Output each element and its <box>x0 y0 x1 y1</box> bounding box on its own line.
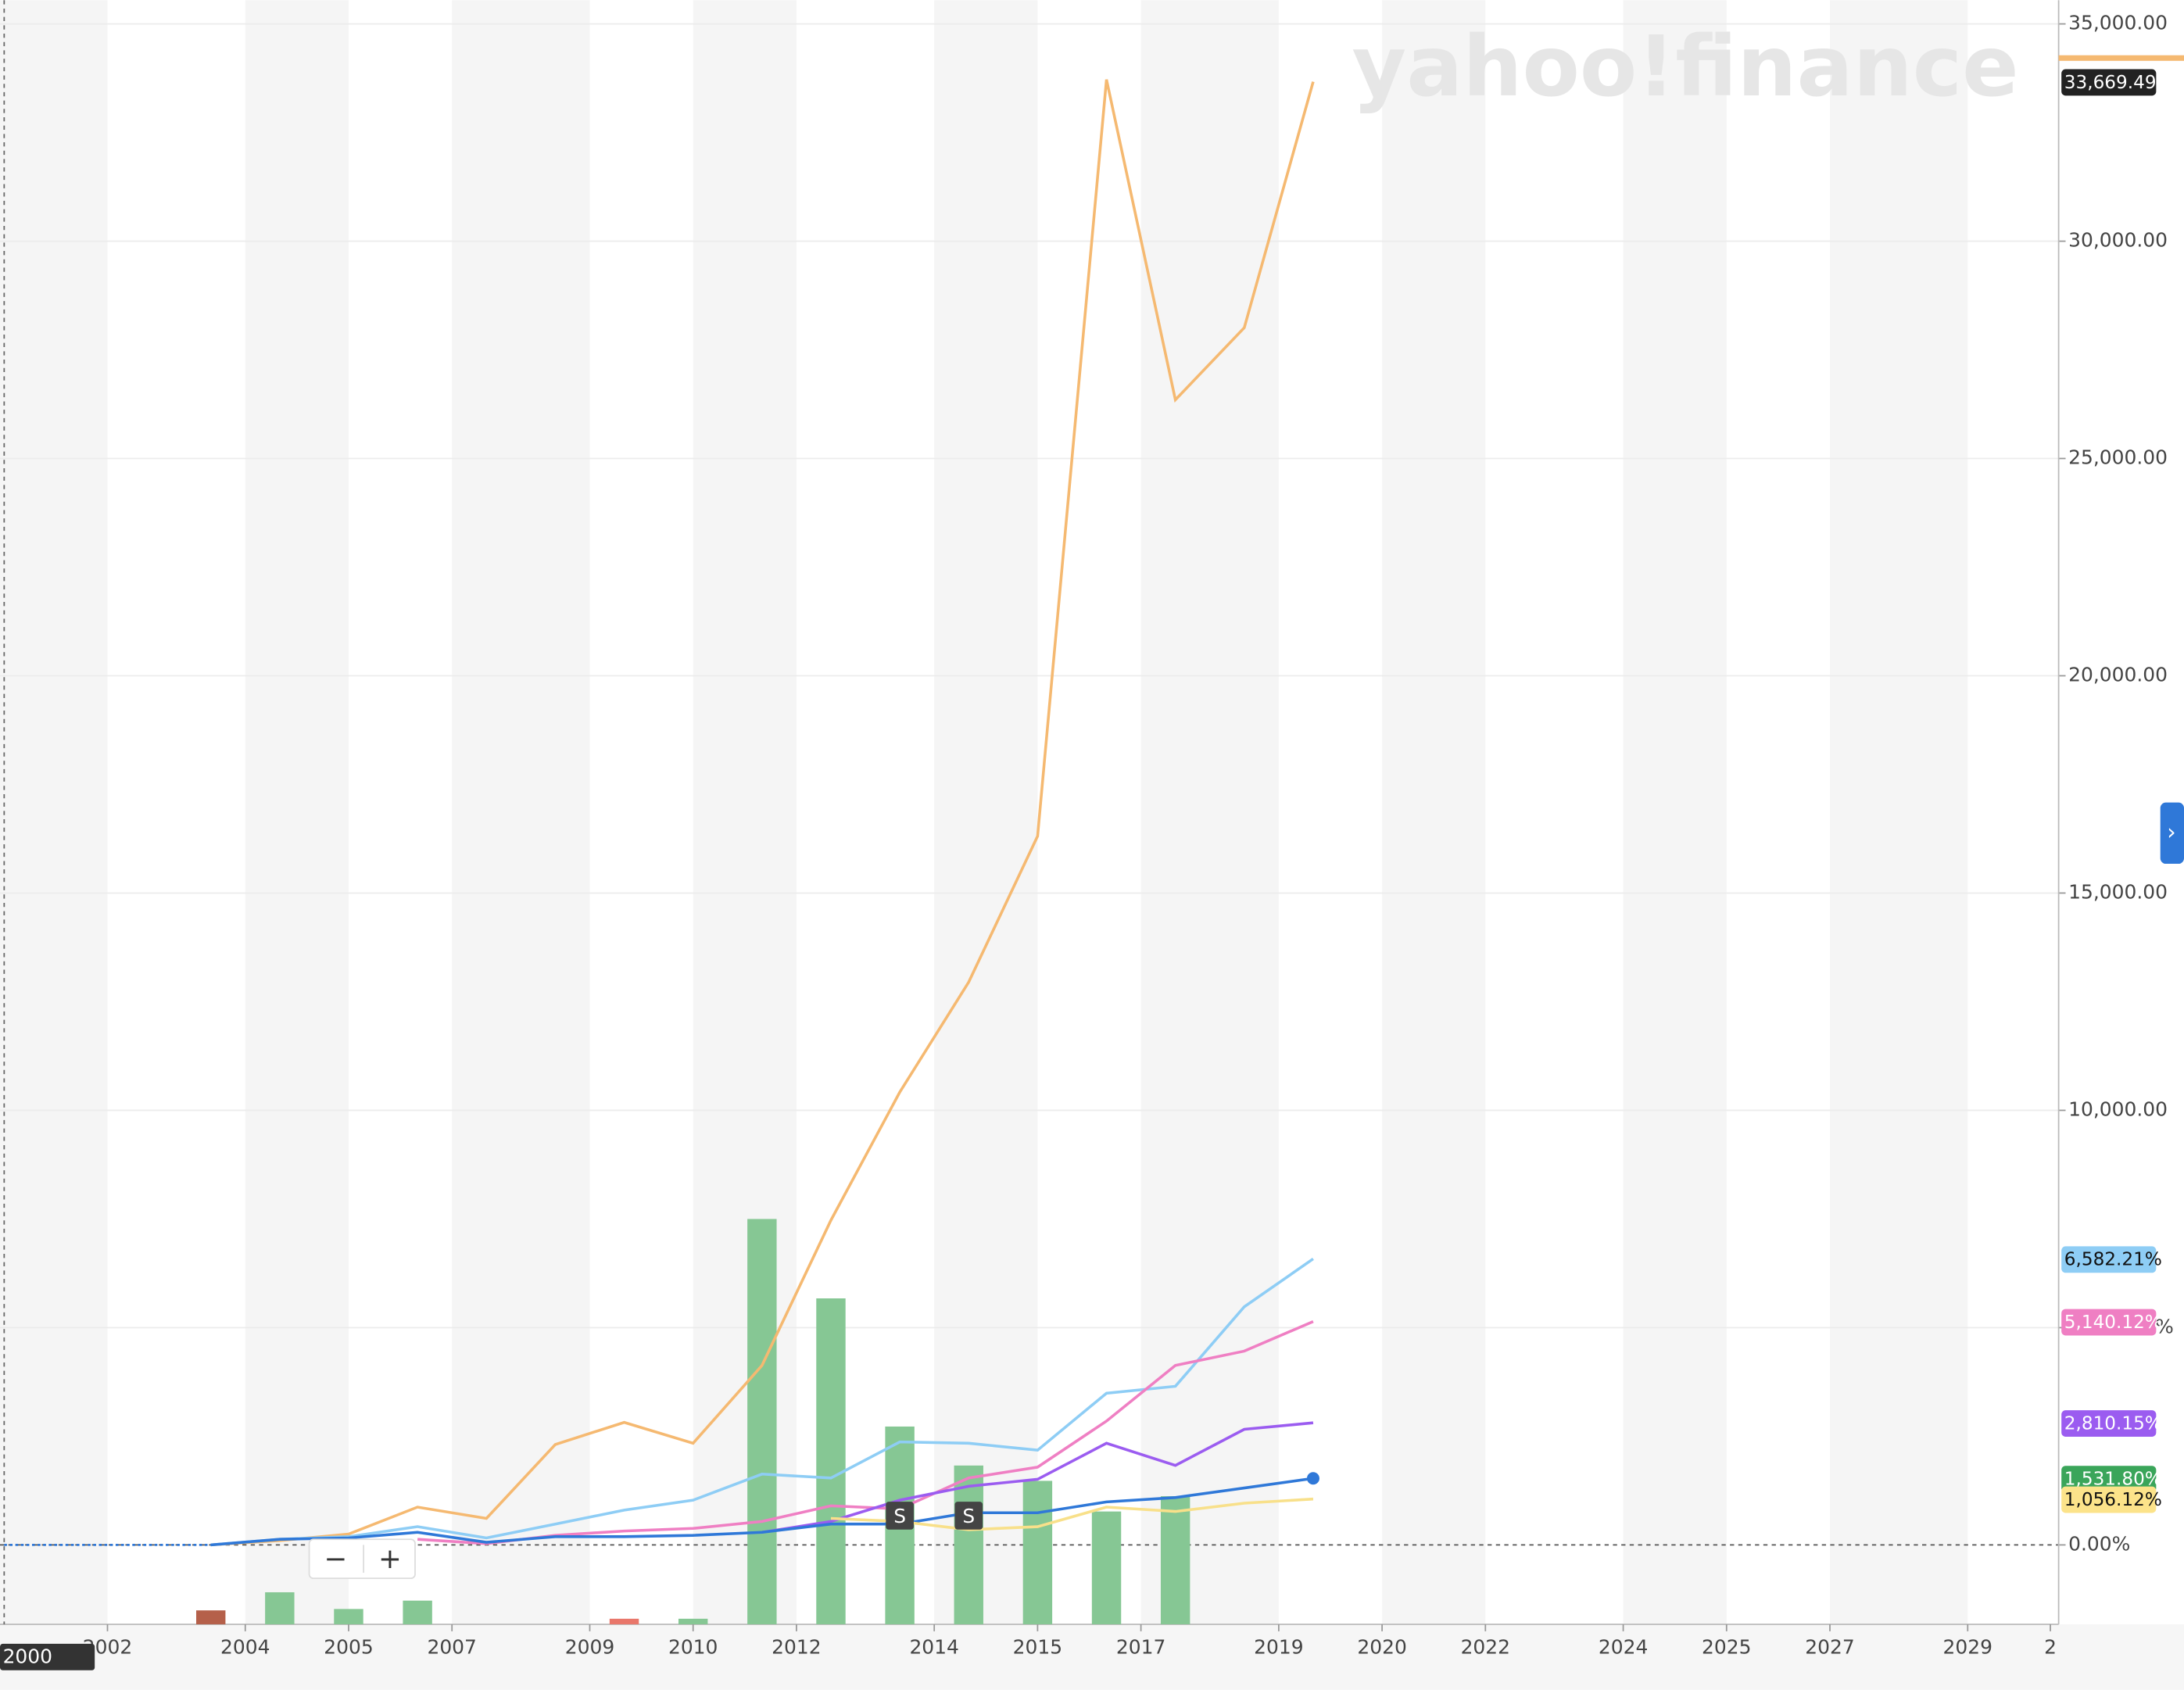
bg-stripe <box>1830 0 1968 1624</box>
bg-stripe <box>452 0 590 1624</box>
value-label: 6,582.21% <box>2064 1250 2162 1270</box>
value-label: 1,531.80% <box>2064 1470 2162 1490</box>
x-tick-label: 2010 <box>668 1635 718 1658</box>
value-label-bg <box>2061 69 2157 96</box>
value-label: 1,056.12% <box>2064 1490 2162 1510</box>
bg-stripe <box>693 0 797 1624</box>
x-tick-label: 2 <box>2044 1635 2057 1658</box>
volume-bar <box>1091 1511 1122 1624</box>
side-button[interactable]: › <box>2167 819 2175 845</box>
x-tick-label: 2024 <box>1599 1635 1648 1658</box>
volume-bar <box>678 1618 708 1624</box>
x-tick-label: 2017 <box>1116 1635 1165 1658</box>
volume-bar <box>265 1592 295 1624</box>
volume-bar <box>403 1600 432 1624</box>
crosshair-label: 2000 <box>3 1645 52 1668</box>
series-line <box>417 1319 1314 1545</box>
event-marker[interactable] <box>954 1502 983 1530</box>
value-label-bg <box>2061 1466 2157 1493</box>
y-tick-label: 0.00% <box>2068 1532 2130 1555</box>
bg-stripe <box>245 0 349 1624</box>
series-line <box>210 1477 1314 1547</box>
bg-stripe <box>1140 0 1279 1624</box>
x-tick-label: 2014 <box>909 1635 958 1658</box>
volume-bar <box>954 1465 983 1624</box>
x-tick-label: 2029 <box>1943 1635 1992 1658</box>
y-tick-label: 25,000.00 <box>2068 446 2168 469</box>
x-tick-label: 2025 <box>1702 1635 1751 1658</box>
side-button-bg[interactable] <box>2160 802 2184 865</box>
footer-band <box>0 1624 2184 1690</box>
x-tick-label: 2027 <box>1805 1635 1854 1658</box>
zoom-button[interactable]: − <box>324 1543 348 1575</box>
price-marker <box>2058 55 2184 61</box>
volume-bar <box>609 1618 639 1624</box>
end-dot <box>1306 1472 1319 1485</box>
x-tick-label: 2015 <box>1013 1635 1062 1658</box>
volume-bar <box>816 1298 846 1624</box>
y-tick-label: 30,000.00 <box>2068 229 2168 252</box>
y-tick-label: 20,000.00 <box>2068 664 2168 686</box>
logo: yahoo!finance <box>1352 19 2019 116</box>
x-tick-label: 2019 <box>1254 1635 1303 1658</box>
x-tick-label: 2005 <box>324 1635 373 1658</box>
crosshair-label-bg <box>0 1643 95 1670</box>
x-tick-label: 2009 <box>565 1635 614 1658</box>
y-tick-label: 10,000.00 <box>2068 1097 2168 1120</box>
y-tick-label: 35,000.00 <box>2068 12 2168 34</box>
volume-bar <box>747 1219 777 1624</box>
volume-bar <box>1022 1481 1053 1624</box>
value-label: 2,810.15% <box>2064 1413 2162 1434</box>
value-label: 33,669.49% <box>2064 73 2174 93</box>
y-tick-label: 15,000.00 <box>2068 880 2168 903</box>
series-line <box>761 1421 1314 1534</box>
x-tick-label: 2022 <box>1461 1635 1510 1658</box>
series-line <box>210 1257 1314 1547</box>
bg-stripe <box>934 0 1038 1624</box>
bg-stripe <box>1382 0 1486 1624</box>
value-label-bg <box>2061 1410 2157 1437</box>
volume-bar <box>195 1610 226 1624</box>
value-label-bg <box>2061 1486 2157 1513</box>
x-tick-label: 2012 <box>772 1635 821 1658</box>
value-label-bg <box>2061 1246 2157 1273</box>
zoom-box <box>308 1538 416 1580</box>
x-tick-label: 2004 <box>220 1635 270 1658</box>
x-tick-label: 2020 <box>1357 1635 1406 1658</box>
series-line <box>210 79 1315 1547</box>
volume-bar <box>1160 1496 1190 1624</box>
event-label: S <box>962 1505 975 1527</box>
x-tick-label: 2007 <box>427 1635 476 1658</box>
bg-stripe <box>0 0 108 1624</box>
value-label: 5,140.12% <box>2064 1312 2162 1333</box>
zoom-button[interactable]: + <box>378 1543 402 1575</box>
value-label-bg <box>2061 1309 2157 1336</box>
event-marker[interactable] <box>886 1502 914 1530</box>
event-label: S <box>893 1505 906 1527</box>
volume-bar <box>334 1609 363 1624</box>
bg-stripe <box>1623 0 1727 1624</box>
